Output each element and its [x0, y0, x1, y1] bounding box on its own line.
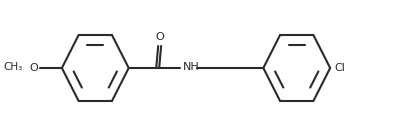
Text: O: O [156, 32, 164, 42]
Text: NH: NH [183, 62, 200, 72]
Text: CH₃: CH₃ [3, 62, 23, 72]
Text: Cl: Cl [334, 63, 345, 73]
Text: O: O [30, 63, 38, 73]
